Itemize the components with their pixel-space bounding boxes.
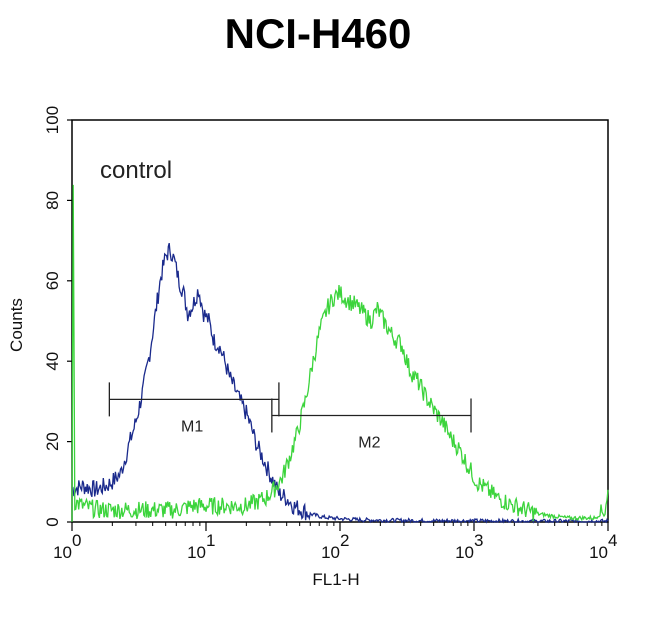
x-tick-exponent: 1 (206, 531, 215, 550)
y-tick-label: 40 (43, 352, 62, 371)
y-axis: 0 20 40 60 80 100 (43, 106, 72, 527)
x-tick-exponent: 4 (608, 531, 617, 550)
y-tick-label: 0 (43, 517, 62, 526)
series-line-2 (71, 184, 609, 522)
y-tick-label: 60 (43, 271, 62, 290)
control-annotation: control (100, 157, 172, 184)
x-tick-label: 10 (187, 543, 206, 562)
gate-markers: M1 M2 (108, 382, 472, 451)
x-tick-label: 10 (455, 543, 474, 562)
y-tick-label: 80 (43, 191, 62, 210)
chart-title: NCI-H460 (225, 10, 412, 57)
marker-label: M2 (358, 434, 380, 451)
plot-area (71, 119, 609, 523)
x-tick-exponent: 2 (340, 531, 349, 550)
x-axis-label: FL1-H (312, 570, 359, 589)
histogram-series (71, 184, 609, 524)
y-axis-label: Counts (7, 298, 26, 352)
series-line-1 (71, 242, 609, 524)
y-tick-label: 100 (43, 106, 62, 134)
x-tick-label: 10 (589, 543, 608, 562)
y-tick-label: 20 (43, 432, 62, 451)
x-tick-label: 10 (321, 543, 340, 562)
x-tick-exponent: 3 (474, 531, 483, 550)
marker-label: M1 (181, 418, 203, 435)
x-tick-label: 10 (53, 543, 72, 562)
x-tick-exponent: 0 (72, 531, 81, 550)
